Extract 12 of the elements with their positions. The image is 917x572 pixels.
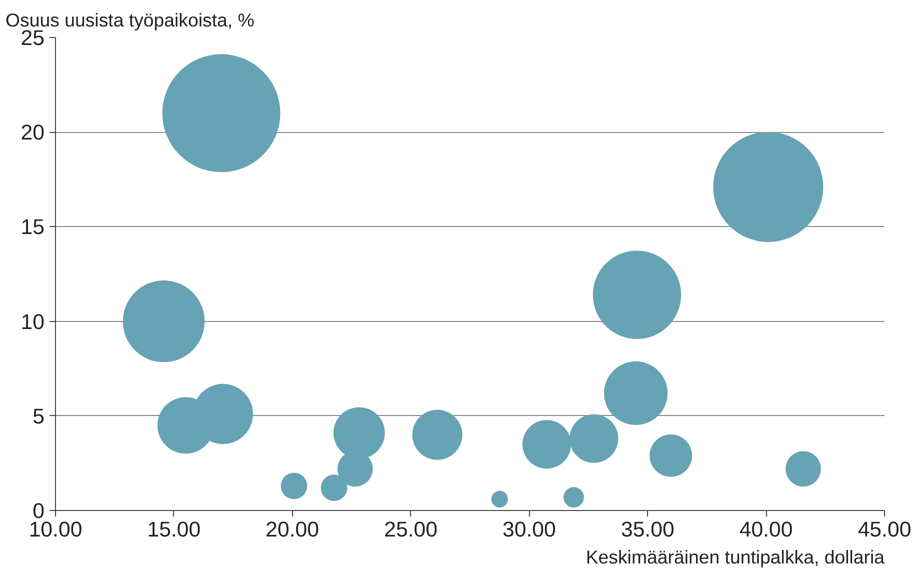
y-tick-label: 20 — [20, 120, 45, 145]
y-tick-label: 10 — [20, 310, 45, 334]
x-tick-label: 15.00 — [147, 518, 201, 542]
x-tick-label: 35.00 — [620, 518, 674, 542]
x-tick-label: 30.00 — [502, 518, 556, 542]
y-tick-label: 5 — [32, 404, 45, 428]
x-tick-label: 20.00 — [266, 518, 320, 542]
x-axis-title: Keskimääräinen tuntipalkka, dollaria — [586, 546, 886, 568]
x-tick-label: 25.00 — [384, 518, 438, 542]
x-tick-label: 40.00 — [739, 518, 793, 542]
x-tick-label: 45.00 — [858, 518, 912, 542]
y-tick-label: 15 — [20, 215, 45, 240]
